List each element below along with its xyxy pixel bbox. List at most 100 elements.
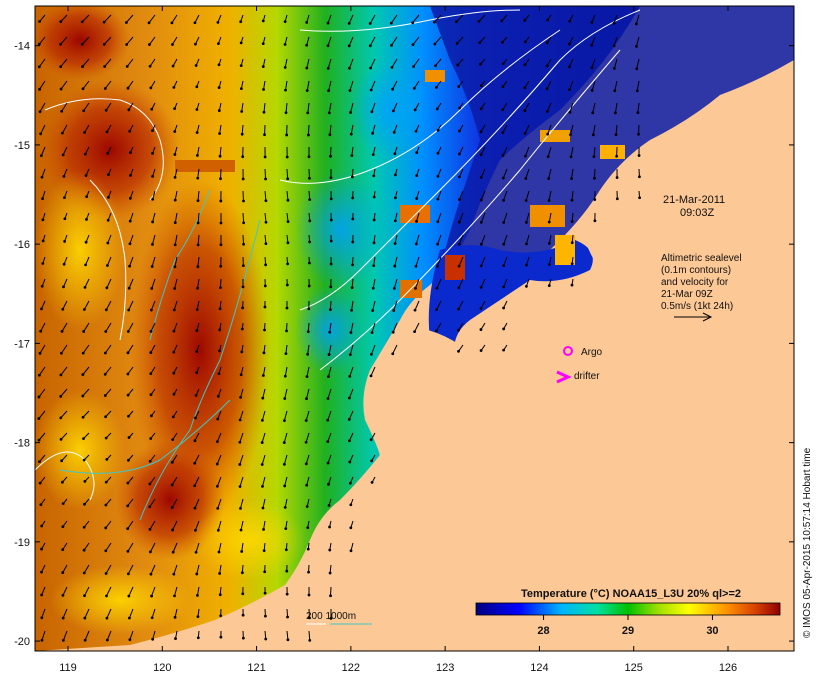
velocity-arrow-head xyxy=(173,107,177,111)
velocity-arrow-head xyxy=(369,438,373,442)
velocity-arrow-head xyxy=(59,373,63,377)
velocity-arrow-head xyxy=(261,42,265,46)
velocity-arrow-head xyxy=(239,395,242,399)
velocity-arrow-shaft xyxy=(127,344,134,354)
velocity-arrow-shaft xyxy=(194,14,200,24)
velocity-arrow-head xyxy=(545,41,549,45)
velocity-arrow-head xyxy=(128,219,132,223)
velocity-arrow-shaft xyxy=(569,80,574,90)
velocity-arrow-head xyxy=(126,330,130,333)
velocity-arrow-head xyxy=(104,503,108,507)
velocity-arrow-shaft xyxy=(174,190,178,201)
velocity-arrow-shaft xyxy=(284,58,288,68)
velocity-arrow-head xyxy=(38,20,41,23)
velocity-arrow-head xyxy=(524,177,528,180)
velocity-arrow-head xyxy=(61,131,64,135)
velocity-arrow-head xyxy=(107,173,110,176)
velocity-arrow-head xyxy=(479,242,483,246)
velocity-arrow-head xyxy=(306,352,310,356)
velocity-arrow-shaft xyxy=(84,586,90,596)
velocity-arrow-head xyxy=(85,217,88,221)
velocity-arrow-shaft xyxy=(60,58,68,68)
velocity-arrow-head xyxy=(349,132,353,136)
velocity-arrow-head xyxy=(63,240,66,243)
velocity-arrow-head xyxy=(415,219,418,223)
velocity-arrow-shaft xyxy=(241,102,244,112)
velocity-arrow-head xyxy=(326,66,330,70)
velocity-arrow-head xyxy=(173,265,177,269)
velocity-arrow-shaft xyxy=(349,366,354,377)
velocity-arrow-head xyxy=(39,503,43,507)
velocity-arrow-shaft xyxy=(548,190,552,201)
velocity-arrow-shaft xyxy=(41,300,46,310)
velocity-arrow-head xyxy=(350,308,353,312)
velocity-arrow-head xyxy=(148,43,151,46)
velocity-arrow-shaft xyxy=(350,322,354,333)
velocity-arrow-head xyxy=(40,284,44,288)
velocity-arrow-head xyxy=(261,65,265,68)
velocity-arrow-head xyxy=(80,20,84,24)
velocity-arrow-shaft xyxy=(128,586,134,597)
velocity-arrow-shaft xyxy=(60,366,68,376)
velocity-arrow-head xyxy=(328,525,331,529)
velocity-arrow-shaft xyxy=(571,212,574,222)
velocity-arrow-shaft xyxy=(81,14,90,23)
velocity-arrow-head xyxy=(636,111,640,115)
velocity-arrow-shaft xyxy=(306,58,310,69)
velocity-arrow-head xyxy=(568,88,571,92)
bathymetry-label: 200 1000m xyxy=(306,611,356,622)
altimetry-line-2: (0.1m contours) xyxy=(661,265,731,276)
velocity-arrow-head xyxy=(306,330,310,334)
velocity-arrow-shaft xyxy=(390,14,398,24)
velocity-arrow-shaft xyxy=(547,146,552,157)
velocity-arrow-head xyxy=(369,88,373,92)
velocity-arrow-head xyxy=(590,43,594,47)
velocity-arrow-head xyxy=(326,21,330,25)
velocity-arrow-shaft xyxy=(569,124,574,135)
velocity-arrow-head xyxy=(104,415,108,419)
velocity-arrow-head xyxy=(436,128,440,132)
velocity-arrow-shaft xyxy=(591,80,596,91)
velocity-arrow-head xyxy=(38,87,41,91)
velocity-arrow-shaft xyxy=(480,146,486,155)
velocity-arrow-shaft xyxy=(197,190,200,201)
velocity-arrow-shaft xyxy=(503,234,508,245)
velocity-arrow-head xyxy=(479,307,483,310)
velocity-arrow-head xyxy=(284,88,287,92)
velocity-arrow-shaft xyxy=(172,520,178,531)
velocity-arrow-head xyxy=(283,505,287,509)
velocity-arrow-head xyxy=(240,132,244,136)
velocity-arrow-head xyxy=(478,41,482,45)
velocity-arrow-shaft xyxy=(104,80,112,89)
velocity-arrow-head xyxy=(126,86,130,90)
velocity-arrow-shaft xyxy=(613,36,618,47)
velocity-arrow-head xyxy=(194,393,198,397)
velocity-arrow-shaft xyxy=(394,256,398,267)
velocity-arrow-head xyxy=(106,151,110,155)
velocity-arrow-head xyxy=(195,371,199,374)
velocity-arrow-head xyxy=(81,351,85,355)
velocity-arrow-head xyxy=(570,262,574,266)
velocity-arrow-shaft xyxy=(62,564,68,573)
velocity-arrow-shaft xyxy=(129,212,134,222)
velocity-arrow-head xyxy=(261,396,265,400)
velocity-arrow-head xyxy=(351,217,355,221)
velocity-arrow-shaft xyxy=(285,102,288,113)
velocity-arrow-head xyxy=(348,439,351,443)
velocity-arrow-head xyxy=(635,67,639,71)
velocity-arrow-head xyxy=(261,484,264,488)
velocity-arrow-shaft xyxy=(239,476,244,487)
velocity-arrow-shaft xyxy=(570,146,574,157)
velocity-arrow-shaft xyxy=(548,168,552,179)
velocity-arrow-head xyxy=(148,550,152,554)
velocity-arrow-head xyxy=(84,263,88,267)
velocity-arrow-head xyxy=(217,550,221,554)
velocity-arrow-shaft xyxy=(480,300,486,309)
velocity-arrow-head xyxy=(105,616,109,620)
velocity-arrow-shaft xyxy=(174,234,178,245)
velocity-arrow-head xyxy=(285,283,289,287)
velocity-arrow-head xyxy=(590,88,594,92)
velocity-arrow-shaft xyxy=(241,542,244,552)
velocity-arrow-head xyxy=(457,152,461,156)
velocity-arrow-head xyxy=(151,220,154,224)
